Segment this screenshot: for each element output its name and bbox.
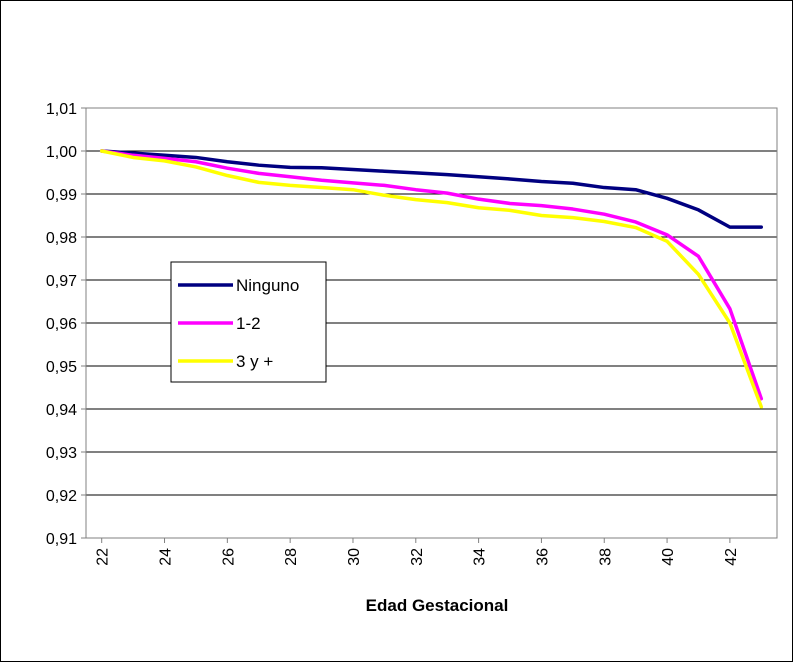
y-tick-label: 0,95 [46, 359, 77, 376]
y-tick-label: 0,99 [46, 187, 77, 204]
series-line-3-y- [99, 149, 764, 409]
legend-label: 1-2 [236, 314, 261, 333]
y-tick-label: 0,92 [46, 488, 77, 505]
x-tick-label: 40 [660, 548, 677, 566]
x-tick-label: 26 [220, 548, 237, 566]
legend-label: Ninguno [236, 276, 299, 295]
x-tick-label: 28 [283, 548, 300, 566]
series-lines [99, 149, 764, 409]
y-tick-label: 0,96 [46, 316, 77, 333]
y-tick-label: 0,98 [46, 230, 77, 247]
y-tick-label: 0,97 [46, 273, 77, 290]
legend-label: 3 y + [236, 352, 273, 371]
x-tick-label: 32 [409, 548, 426, 566]
y-tick-label: 0,93 [46, 445, 77, 462]
x-tick-label: 30 [346, 548, 363, 566]
x-tick-label: 38 [597, 548, 614, 566]
series-line-ninguno [99, 149, 764, 229]
x-tick-label: 34 [472, 548, 489, 566]
y-tick-label: 0,94 [46, 402, 77, 419]
series-line-1-2 [99, 149, 764, 401]
x-axis-title: Edad Gestacional [366, 596, 509, 615]
x-tick-label: 42 [723, 548, 740, 566]
legend: Ninguno 1-2 3 y + [170, 261, 327, 383]
y-axis-tick-labels: 0,91 0,92 0,93 0,94 0,95 0,96 0,97 0,98 0,99 1,00… [46, 101, 86, 548]
x-tick-label: 24 [158, 548, 175, 566]
x-axis-tick-labels: 22 24 26 28 30 32 34 36 38 40 42 [95, 538, 740, 566]
y-tick-label: 0,91 [46, 531, 77, 548]
x-tick-label: 36 [534, 548, 551, 566]
y-tick-label: 1,00 [46, 144, 77, 161]
y-tick-label: 1,01 [46, 101, 77, 118]
x-tick-label: 22 [95, 548, 112, 566]
